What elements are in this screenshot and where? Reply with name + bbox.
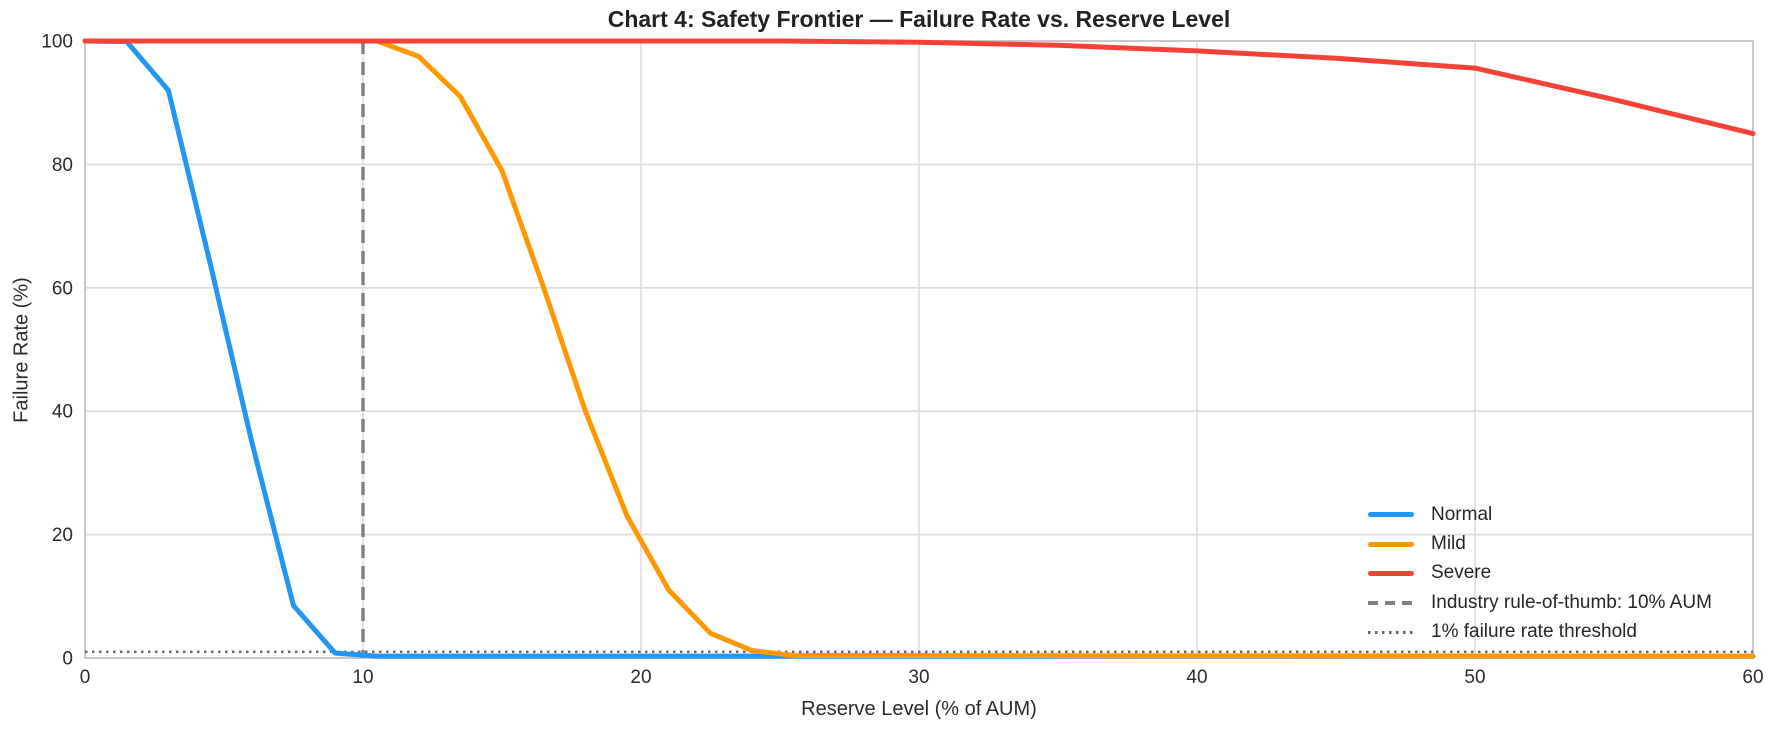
y-tick-label: 100 — [41, 32, 73, 53]
series-line-severe — [82, 38, 1756, 137]
legend: Normal Mild Severe Industry rule-of-thumb: … — [1368, 500, 1712, 647]
x-axis-label: Reserve Level (% of AUM) — [801, 698, 1037, 720]
legend-swatch-dotted — [1368, 630, 1414, 634]
legend-swatch-solid — [1368, 512, 1414, 518]
legend-label: 1% failure rate threshold — [1431, 621, 1637, 643]
chart-title: Chart 4: Safety Frontier — Failure Rate … — [607, 6, 1231, 32]
x-tick-label: 60 — [1742, 667, 1763, 688]
legend-label: Normal — [1431, 503, 1493, 525]
x-tick-label: 50 — [1464, 667, 1485, 688]
series-line-normal — [82, 38, 1756, 659]
y-axis-label: Failure Rate (%) — [10, 277, 33, 423]
x-tick-label: 20 — [630, 667, 651, 688]
legend-label: Mild — [1431, 533, 1466, 555]
series-line-mild — [82, 38, 1756, 659]
x-tick-label: 0 — [80, 667, 91, 688]
y-tick-label: 0 — [62, 649, 73, 670]
y-tick-label: 40 — [52, 402, 73, 423]
x-tick-label: 30 — [908, 667, 929, 688]
legend-label: Severe — [1431, 562, 1492, 584]
legend-row: Mild — [1368, 529, 1712, 558]
legend-row: 1% failure rate threshold — [1368, 618, 1712, 647]
legend-swatch-dashed — [1368, 600, 1414, 605]
legend-swatch-solid — [1368, 541, 1414, 547]
y-tick-label: 20 — [52, 525, 73, 546]
x-tick-label: 40 — [1186, 667, 1207, 688]
legend-swatch-solid — [1368, 570, 1414, 576]
y-tick-label: 60 — [52, 278, 73, 299]
legend-row: Industry rule-of-thumb: 10% AUM — [1368, 588, 1712, 617]
legend-label: Industry rule-of-thumb: 10% AUM — [1431, 591, 1712, 613]
x-tick-label: 10 — [352, 667, 373, 688]
legend-row: Severe — [1368, 559, 1712, 588]
y-tick-label: 80 — [52, 155, 73, 176]
legend-row: Normal — [1368, 500, 1712, 529]
